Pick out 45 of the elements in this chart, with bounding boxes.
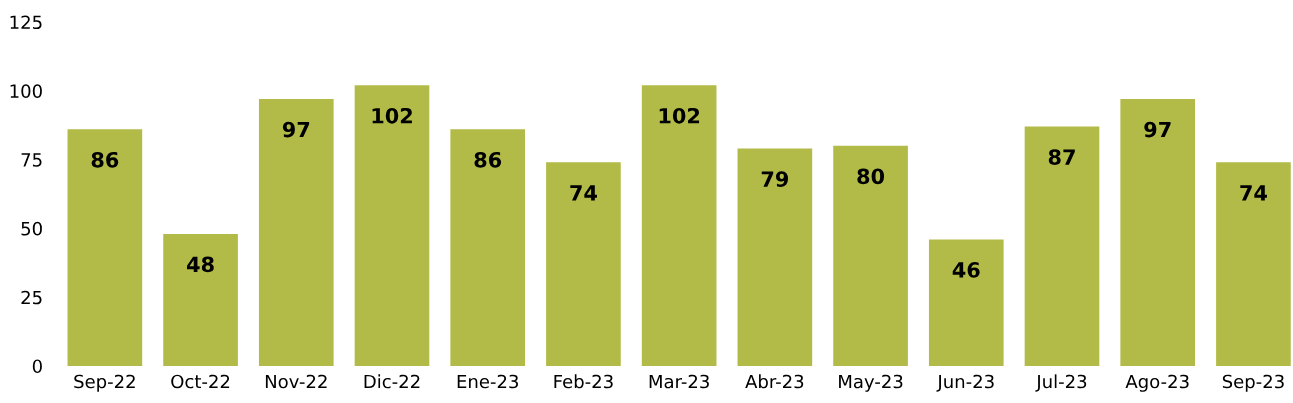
bar: [258, 99, 334, 366]
y-tick-label: 25: [21, 290, 42, 305]
x-tick-label: Sep-23: [1222, 374, 1284, 392]
x-tick-label: Abr-23: [745, 374, 804, 389]
y-tick-label: 75: [21, 153, 42, 167]
data-label: 80: [857, 168, 885, 185]
data-label: 48: [187, 256, 214, 273]
data-label: 46: [952, 262, 980, 278]
data-label: 97: [282, 121, 310, 138]
data-label: 86: [474, 151, 502, 168]
bar: [354, 85, 430, 366]
data-label: 74: [570, 185, 597, 201]
x-tick-label: Jul-23: [1035, 374, 1087, 392]
bar: [67, 129, 143, 366]
x-tick-label: Feb-23: [554, 374, 613, 389]
x-tick-label: Oct-22: [171, 374, 230, 389]
bar: [1120, 99, 1196, 366]
bar: [163, 233, 238, 366]
bar: [1024, 126, 1100, 366]
data-label: 102: [372, 107, 412, 124]
x-tick-label: Mar-23: [649, 374, 709, 389]
x-tick-label: Jun-23: [936, 374, 994, 392]
y-tick-label: 125: [10, 15, 42, 30]
x-tick-label: Nov-22: [265, 374, 327, 389]
bar: [450, 129, 526, 366]
data-label: 97: [1144, 121, 1171, 138]
x-tick-label: Dic-22: [364, 374, 420, 389]
bar: [546, 162, 621, 366]
bar: [737, 148, 813, 366]
y-tick-label: 100: [10, 84, 42, 98]
x-tick-label: May-23: [839, 374, 903, 392]
y-tick-label: 0: [32, 359, 42, 374]
bar: [1216, 162, 1291, 366]
x-tick-label: Ago-23: [1125, 374, 1189, 392]
x-tick-label: Sep-22: [74, 374, 135, 392]
y-tick-label: 50: [21, 221, 42, 236]
bar: [928, 239, 1004, 366]
data-label: 86: [91, 151, 119, 168]
data-label: 79: [761, 171, 789, 187]
data-label: 87: [1048, 149, 1075, 165]
bar: [833, 145, 908, 366]
x-tick-label: Ene-23: [457, 374, 518, 389]
data-label: 102: [659, 107, 700, 124]
bar: [641, 85, 717, 366]
data-label: 74: [1240, 185, 1267, 201]
